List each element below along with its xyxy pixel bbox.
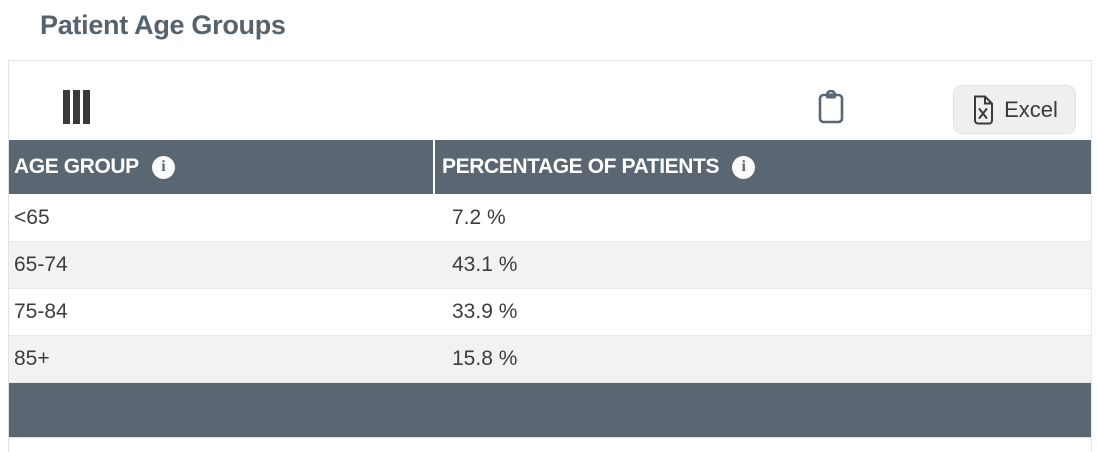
excel-button-label: Excel: [1004, 96, 1058, 122]
table-row: <65 7.2 %: [9, 194, 1091, 241]
table-row: 65-74 43.1 %: [9, 241, 1091, 288]
column-visibility-button[interactable]: [62, 90, 90, 124]
table-toolbar: Excel: [9, 61, 1091, 140]
table-footer-bar: [9, 382, 1091, 438]
columns-icon: [62, 90, 90, 124]
clipboard-icon: [817, 90, 847, 124]
export-excel-button[interactable]: Excel: [953, 85, 1076, 134]
column-header-label: PERCENTAGE OF PATIENTS: [442, 155, 720, 178]
info-icon[interactable]: i: [732, 155, 756, 179]
age-group-cell: 65-74: [14, 253, 68, 276]
excel-file-icon: [971, 95, 995, 125]
page-title: Patient Age Groups: [40, 10, 286, 40]
column-header-age-group[interactable]: AGE GROUP i: [9, 140, 435, 194]
column-header-percentage[interactable]: PERCENTAGE OF PATIENTS i: [435, 140, 1091, 194]
column-header-label: AGE GROUP: [14, 155, 139, 178]
table-panel: Excel AGE GROUP i PERCENTAGE OF PATIENTS…: [8, 60, 1092, 452]
table-header-row: AGE GROUP i PERCENTAGE OF PATIENTS i: [9, 140, 1091, 194]
table-row: 85+ 15.8 %: [9, 335, 1091, 382]
age-group-cell: <65: [14, 205, 50, 229]
percentage-cell: 15.8 %: [452, 347, 518, 370]
percentage-cell: 33.9 %: [452, 300, 518, 323]
info-icon[interactable]: i: [151, 155, 175, 179]
percentage-cell: 7.2 %: [452, 205, 506, 229]
table-row: 75-84 33.9 %: [9, 288, 1091, 335]
age-group-cell: 75-84: [14, 300, 68, 323]
age-group-cell: 85+: [14, 347, 50, 370]
percentage-cell: 43.1 %: [452, 253, 518, 276]
copy-to-clipboard-button[interactable]: [817, 90, 847, 124]
